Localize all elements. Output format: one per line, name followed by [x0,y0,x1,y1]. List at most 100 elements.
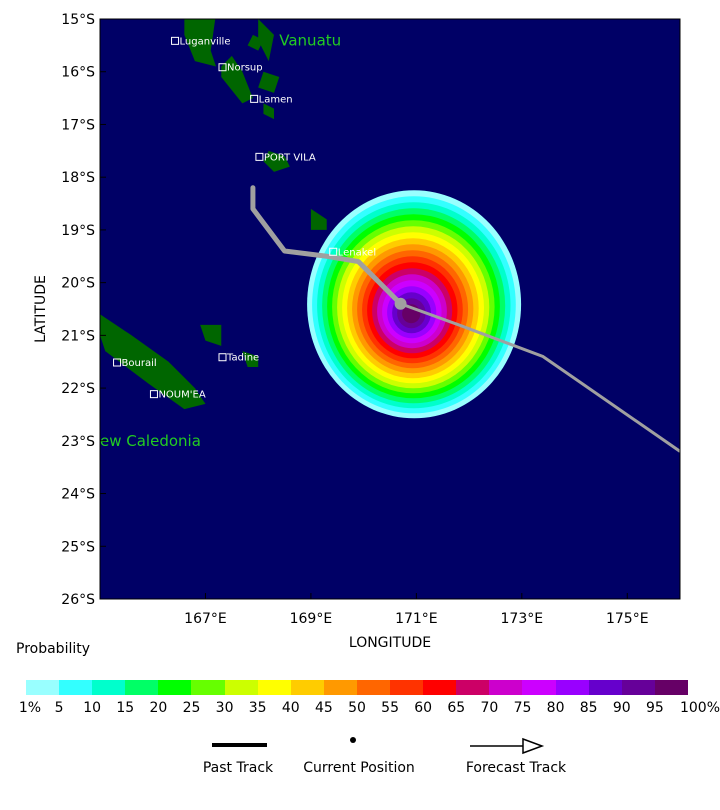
city-label: Tadine [226,353,259,364]
lon-tick-label: 171°E [395,611,438,627]
country-label: Vanuatu [279,31,341,49]
map-panel: Luganville Norsup Lamen PORT VILA Lenakel Tad… [33,12,681,651]
lat-tick-label: 25°S [61,539,95,555]
lon-tick-label: 167°E [184,611,227,627]
forecast-track-label: Forecast Track [465,760,567,776]
probability-colorbar [26,680,688,695]
colorbar-label: 40 [281,700,300,716]
colorbar-swatch [588,680,622,695]
colorbar-swatch [191,680,225,695]
island-shape [310,208,327,230]
colorbar-label: 85 [579,700,598,716]
colorbar-label: 90 [612,700,631,716]
lat-tick-label: 16°S [61,65,95,81]
city-marker [218,63,227,72]
colorbar-label: 50 [348,700,366,716]
colorbar-swatch [224,680,258,695]
city-marker [218,353,227,362]
colorbar-label: 35 [248,700,267,716]
city-marker [113,358,122,367]
map-frame [99,18,681,600]
island-shape [100,314,206,410]
colorbar-swatch [654,680,688,695]
city-label: Bourail [122,358,157,369]
colorbar-swatch [356,680,391,695]
colorbar-label: 95 [645,700,664,716]
island-shape [247,34,264,51]
current-position-symbol [350,737,356,743]
colorbar-swatch [257,680,291,695]
lat-tick-label: 18°S [61,170,95,186]
colorbar-label: 70 [480,700,499,716]
colorbar-swatch [423,680,457,695]
city-label: Lamen [259,94,293,105]
city-label: PORT VILA [264,152,316,163]
colorbar-swatch [59,680,93,695]
colorbar-label: 1% [18,700,42,716]
colorbar-label: 80 [546,700,565,716]
colorbar-swatch [290,680,324,695]
longitude-axis: 167°E 169°E 171°E 173°E 175°E [184,593,649,627]
current-position-marker [394,297,407,310]
colorbar-swatch [92,680,126,695]
colorbar-label: 30 [215,700,234,716]
island-shape [263,150,290,172]
arrow-head-icon [522,737,545,755]
past-track-label: Past Track [202,760,274,776]
colorbar-label: 25 [182,700,201,716]
colorbar-label: 15 [116,700,135,716]
colorbar-swatch [555,680,589,695]
lat-tick-label: 15°S [61,12,95,28]
city-label: NOUM'EA [158,390,205,401]
track-layer [250,185,680,453]
city-marker [255,152,264,161]
colorbar-swatch [489,680,523,695]
city-label: Lenakel [338,247,376,258]
probability-map: Luganville Norsup Lamen PORT VILA Lenakel Tad… [33,12,681,651]
key-symbols [212,737,545,755]
lat-tick-label: 26°S [61,592,95,608]
colorbar-swatch [522,680,556,695]
country-label: ew Caledonia [100,432,201,450]
colorbar-label: 60 [414,700,433,716]
lat-tick-label: 21°S [61,328,95,344]
colorbar-label: 5 [54,700,64,716]
island-shape [242,351,259,367]
colorbar-swatch [125,680,159,695]
city-marker [250,94,259,103]
island-shape [221,55,253,104]
colorbar-label: 45 [314,700,333,716]
past-track-line [250,185,404,307]
colorbar-label: 20 [149,700,168,716]
lat-tick-label: 23°S [61,434,95,450]
colorbar-swatch [26,680,60,695]
city-label: Luganville [180,36,231,47]
track-key: Past Track Current Position Forecast Tra… [0,730,720,790]
colorbar-swatch [390,680,424,695]
current-position-label: Current Position [303,760,415,776]
island-shape [184,19,216,67]
x-axis-title: LONGITUDE [349,635,431,651]
city-label: Norsup [227,63,263,74]
lat-tick-label: 24°S [61,487,95,503]
island-shape [200,324,222,346]
lat-tick-label: 17°S [61,117,95,133]
city-marker [149,390,158,399]
place-labels: Luganville Norsup Lamen PORT VILA Lenakel Tad… [100,31,376,450]
colorbar-label: 75 [513,700,532,716]
lon-tick-label: 175°E [606,611,649,627]
colorbar-label: 65 [447,700,466,716]
colorbar-label: 55 [381,700,400,716]
lon-tick-label: 173°E [501,611,544,627]
island-shape [263,103,274,120]
colorbar-label: 10 [83,700,102,716]
land-layer [100,19,338,410]
city-marker [329,247,338,256]
colorbar-swatch [158,680,192,695]
latitude-axis: 15°S 16°S 17°S 18°S 19°S 20°S 21°S 22°S 23°S 24°S… [61,12,106,608]
colorbar-swatch [323,680,357,695]
island-shape [258,19,274,62]
island-shape [258,71,280,93]
lat-tick-label: 19°S [61,223,95,239]
city-marker [171,36,180,45]
